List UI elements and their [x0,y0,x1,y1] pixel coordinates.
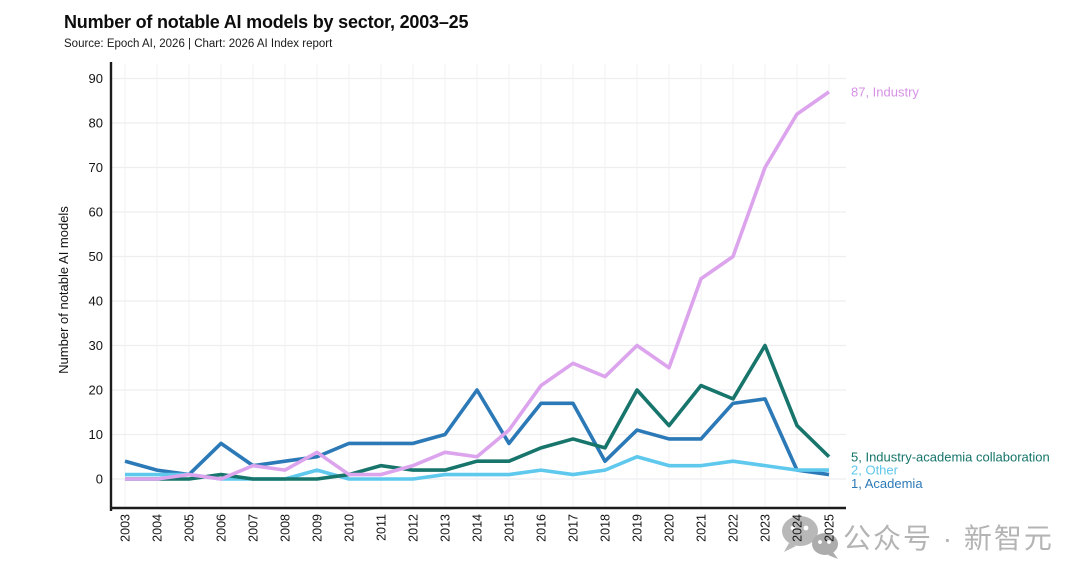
x-tick-label: 2004 [151,514,165,542]
x-tick-label: 2012 [407,514,421,542]
grid-lines [111,64,846,507]
wechat-eye [827,540,831,544]
chart-title: Number of notable AI models by sector, 2… [64,12,469,32]
series-end-label-industry: 87, Industry [851,84,919,99]
wechat-bubble-small-tail [828,552,838,559]
x-tick-label: 2006 [215,514,229,542]
y-tick-label: 0 [96,472,103,487]
series-line-industry-academia-collaboration [125,343,831,481]
wechat-bubble-small [812,533,838,555]
tick-labels: 0 10 20 30 40 50 60 70 80 90 2003 2004 2005 2006 2007 2… [89,71,837,542]
series-end-labels: 87, Industry 5, Industry-academia collabo… [851,84,1050,491]
x-tick-label: 2007 [247,514,261,542]
x-tick-label: 2003 [119,514,133,542]
y-tick-label: 80 [89,116,103,131]
x-tick-label: 2017 [567,514,581,542]
x-tick-label: 2024 [791,514,805,542]
wechat-bubble-large-tail [784,543,796,552]
series-end-label-other: 2, Other [851,463,899,478]
series-lines [124,90,831,481]
y-tick-label: 70 [89,160,103,175]
y-tick-label: 50 [89,249,103,264]
x-tick-label: 2016 [535,514,549,542]
x-tick-label: 2015 [503,514,517,542]
series-line-industry [125,90,831,481]
x-tick-label: 2023 [759,514,773,542]
wechat-eye [803,525,809,531]
series-end-label-academia: 1, Academia [851,476,923,491]
wechat-bubble-large [782,516,818,546]
x-tick-label: 2021 [695,514,709,542]
x-tick-label: 2022 [727,514,741,542]
x-tick-label: 2011 [375,514,389,541]
chart-subtitle: Source: Epoch AI, 2026 | Chart: 2026 AI … [64,38,333,50]
x-tick-label: 2008 [279,514,293,542]
y-tick-label: 40 [89,294,103,309]
series-end-label-industry-academia-collaboration: 5, Industry-academia collaboration [851,449,1050,464]
y-axis-title: Number of notable AI models [56,206,71,374]
watermark-text: 公众号 · 新智元 [843,523,1054,554]
x-tick-label: 2009 [311,514,325,542]
wechat-eye [790,525,796,531]
y-tick-label: 60 [89,205,103,220]
x-tick-label: 2010 [343,514,357,542]
x-tick-label: 2018 [599,514,613,542]
x-tick-label: 2014 [471,514,485,542]
x-tick-label: 2025 [823,514,837,542]
y-tick-label: 30 [89,338,103,353]
axes [109,62,846,511]
y-tick-label: 10 [89,427,103,442]
y-tick-label: 20 [89,383,103,398]
wechat-eye [818,540,822,544]
series-line-academia [124,388,830,477]
x-tick-label: 2005 [183,514,197,542]
watermark: 公众号 · 新智元 [782,516,1054,559]
wechat-icon [782,516,838,559]
y-tick-label: 90 [89,71,103,86]
x-tick-label: 2019 [631,514,645,542]
x-tick-label: 2020 [663,514,677,542]
x-tick-label: 2013 [439,514,453,542]
chart-header: Number of notable AI models by sector, 2… [64,12,468,50]
